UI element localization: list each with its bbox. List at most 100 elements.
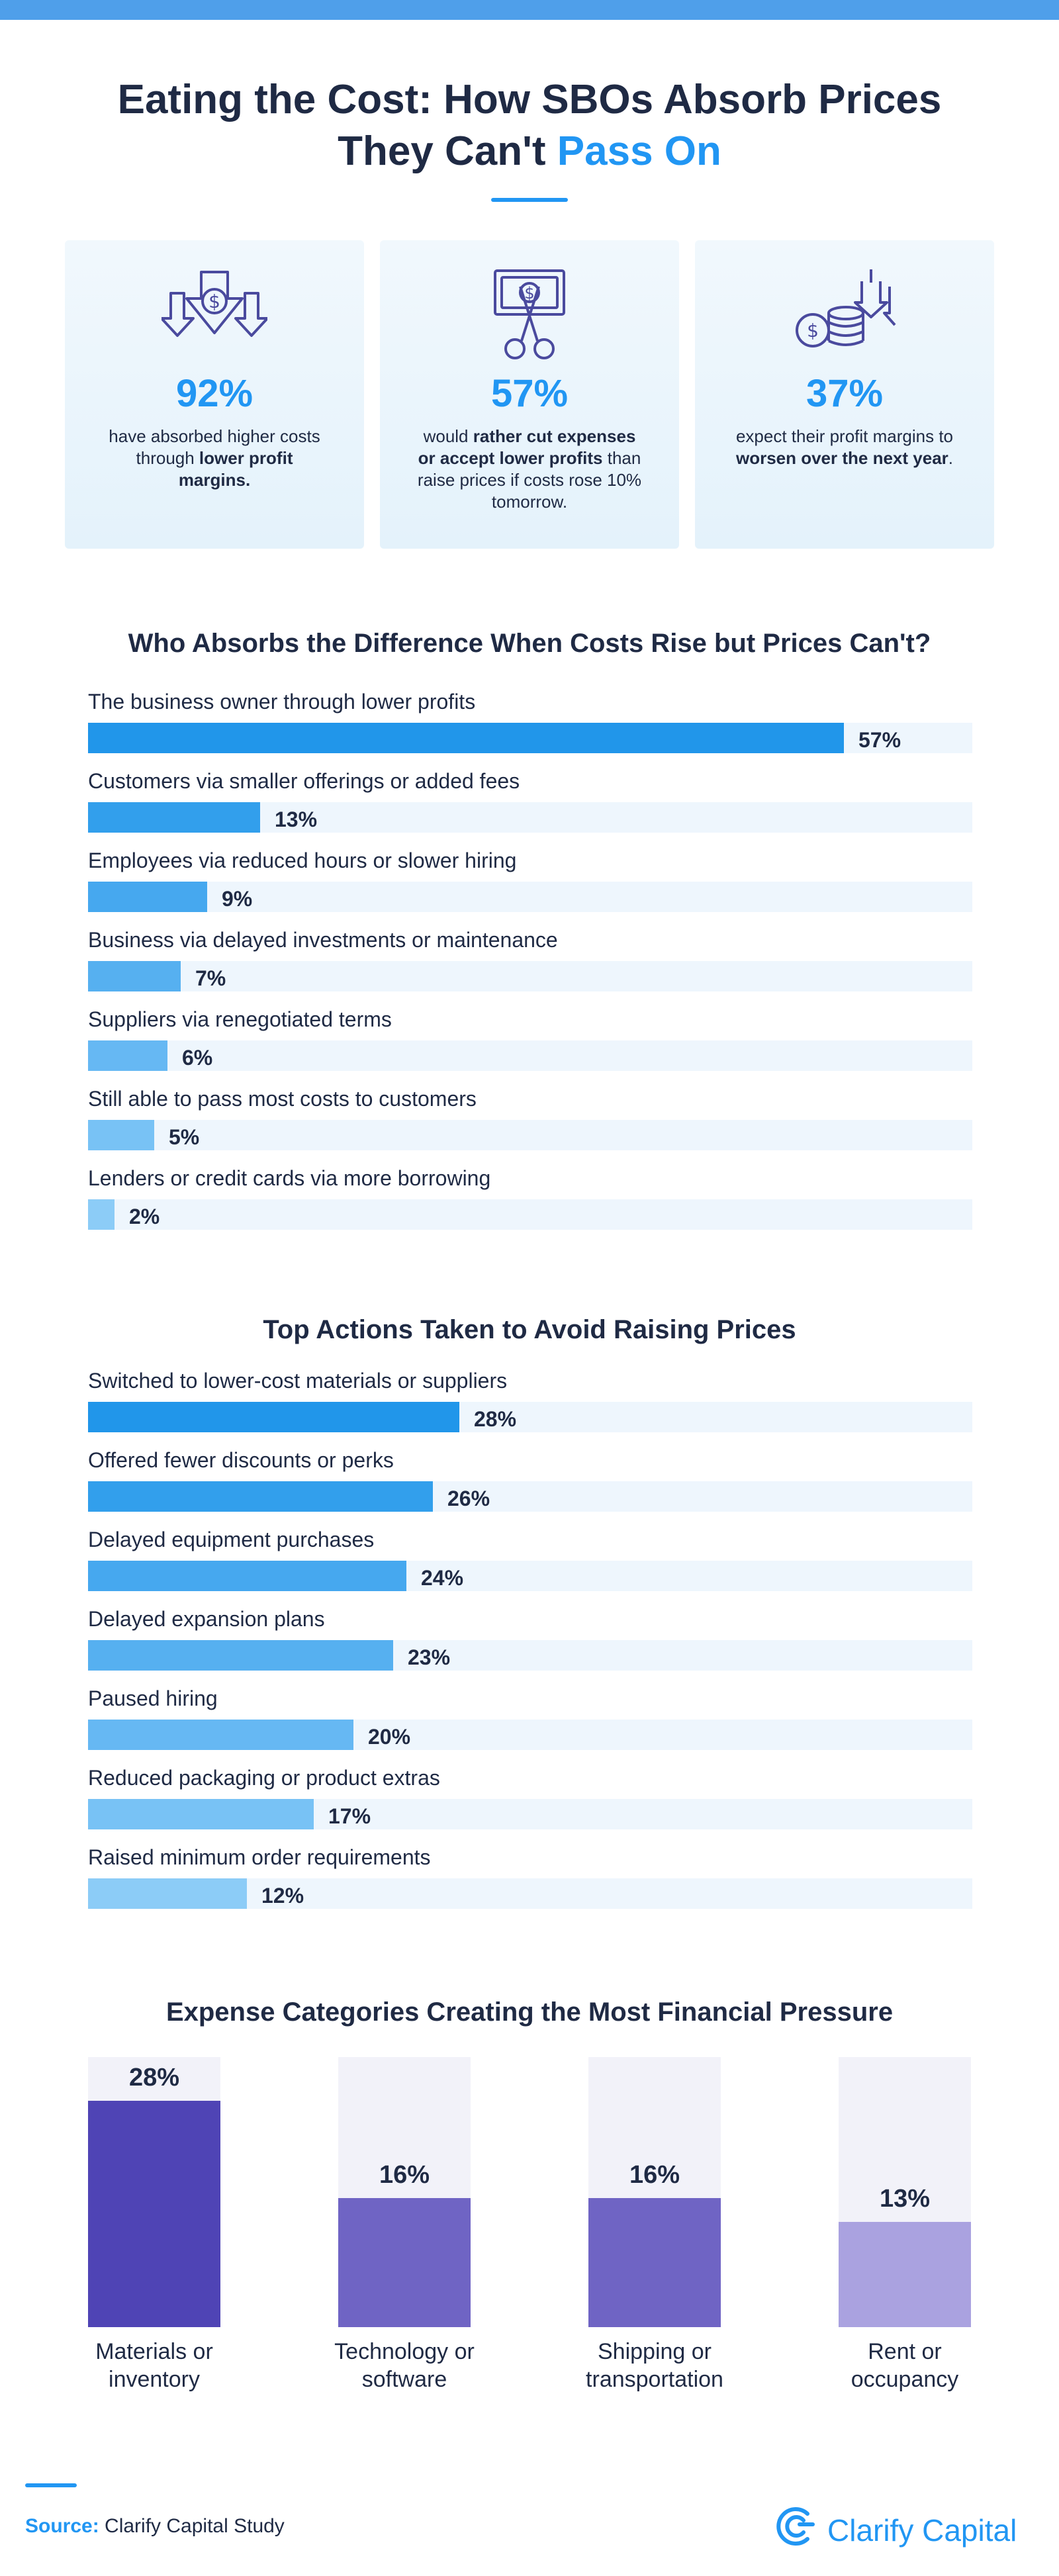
bar-value-label: 24% bbox=[421, 1566, 464, 1590]
desc-text: expect their profit margins to bbox=[735, 426, 954, 446]
bar-value-label: 20% bbox=[368, 1725, 411, 1749]
bar-track bbox=[88, 1878, 972, 1909]
stat-card-57: $ 57% would rather cut expenses or accep… bbox=[380, 240, 679, 549]
bar-row: Delayed expansion plans 23% bbox=[88, 1607, 972, 1680]
column-category-label: Rent or occupancy bbox=[851, 2339, 959, 2392]
bar bbox=[88, 1640, 393, 1671]
bar bbox=[88, 1561, 406, 1591]
title-line-2-accent: Pass On bbox=[557, 128, 721, 174]
desc-text-end: . bbox=[948, 448, 954, 468]
bar bbox=[88, 802, 260, 833]
bar-track bbox=[88, 961, 972, 991]
svg-text:$: $ bbox=[524, 284, 534, 302]
bar-label: Business via delayed investments or main… bbox=[88, 928, 558, 952]
section-title-who-absorbs: Who Absorbs the Difference When Costs Ri… bbox=[128, 629, 931, 658]
column-value-label: 16% bbox=[629, 2161, 680, 2189]
bar-label: Delayed expansion plans bbox=[88, 1607, 325, 1631]
bar-row: Customers via smaller offerings or added… bbox=[88, 769, 972, 842]
bar-track bbox=[88, 1402, 972, 1432]
bar-value-label: 9% bbox=[222, 887, 253, 911]
bar-track bbox=[88, 1481, 972, 1512]
bar bbox=[88, 723, 844, 753]
column-track bbox=[588, 2057, 721, 2327]
bar-value-label: 26% bbox=[447, 1487, 490, 1510]
svg-text:$: $ bbox=[208, 291, 220, 312]
bar-row: Still able to pass most costs to custome… bbox=[88, 1087, 972, 1160]
scissors-cash-icon: $ bbox=[494, 269, 565, 359]
bar-value-label: 57% bbox=[858, 728, 901, 752]
source-line: Source: Clarify Capital Study bbox=[25, 2515, 285, 2538]
column-track bbox=[839, 2057, 971, 2327]
column-category-label: Shipping or transportation bbox=[586, 2339, 723, 2392]
desc-bold: rather cut expenses or accept lower prof… bbox=[418, 426, 636, 468]
down-arrows-dollar-icon: $ bbox=[161, 271, 267, 337]
column-bar bbox=[588, 2198, 721, 2327]
stat-description: expect their profit margins to worsen ov… bbox=[728, 426, 961, 469]
bar-label: Still able to pass most costs to custome… bbox=[88, 1087, 477, 1111]
stat-percent: 37% bbox=[806, 372, 884, 415]
page-title: Eating the Cost: How SBOs Absorb Prices … bbox=[0, 74, 1059, 177]
bar-label: Suppliers via renegotiated terms bbox=[88, 1007, 392, 1031]
title-line-2-prefix: They Can't bbox=[338, 128, 557, 174]
bar-track bbox=[88, 1120, 972, 1150]
title-line-1: Eating the Cost: How SBOs Absorb Prices bbox=[117, 77, 942, 122]
bar-label: Employees via reduced hours or slower hi… bbox=[88, 849, 517, 872]
column-bar bbox=[839, 2222, 971, 2327]
bar-label: Switched to lower-cost materials or supp… bbox=[88, 1369, 508, 1393]
stat-card-92: $ 92% have absorbed higher costs through… bbox=[65, 240, 364, 549]
bar-label: Lenders or credit cards via more borrowi… bbox=[88, 1166, 491, 1190]
bar-value-label: 28% bbox=[474, 1407, 517, 1431]
desc-text: have absorbed higher costs through bbox=[109, 426, 320, 468]
column-bar bbox=[88, 2101, 220, 2327]
bar bbox=[88, 961, 181, 991]
clarify-logo-icon bbox=[776, 2507, 815, 2546]
coins-down-arrows-icon: $ bbox=[796, 269, 896, 347]
stat-card-37: $ 37% expect their profit margins to wor… bbox=[695, 240, 994, 549]
bar-value-label: 6% bbox=[182, 1046, 213, 1070]
bar-label: Offered fewer discounts or perks bbox=[88, 1448, 394, 1472]
bar-row: The business owner through lower profits… bbox=[88, 690, 972, 762]
bar-value-label: 7% bbox=[195, 966, 226, 990]
source-text: Clarify Capital Study bbox=[99, 2515, 285, 2537]
column-bar bbox=[338, 2198, 471, 2327]
source-label: Source: bbox=[25, 2515, 99, 2537]
bar-track bbox=[88, 1720, 972, 1750]
bar-row: Paused hiring 20% bbox=[88, 1686, 972, 1759]
column-value-label: 28% bbox=[128, 2064, 180, 2092]
bar-row: Raised minimum order requirements 12% bbox=[88, 1845, 972, 1918]
bar-track bbox=[88, 802, 972, 833]
bar bbox=[88, 1040, 167, 1071]
stat-description: have absorbed higher costs through lower… bbox=[98, 426, 331, 491]
bar bbox=[88, 1878, 247, 1909]
bar-label: Customers via smaller offerings or added… bbox=[88, 769, 520, 793]
brand-name: Clarify Capital bbox=[827, 2513, 1017, 2548]
bar-track bbox=[88, 1799, 972, 1829]
bar-track bbox=[88, 1561, 972, 1591]
bar-track bbox=[88, 1640, 972, 1671]
column-track bbox=[338, 2057, 471, 2327]
bar-value-label: 17% bbox=[328, 1804, 371, 1828]
footer-rule bbox=[25, 2483, 77, 2487]
bar-value-label: 5% bbox=[169, 1125, 200, 1149]
bar-row: Reduced packaging or product extras 17% bbox=[88, 1766, 972, 1839]
bar-row: Switched to lower-cost materials or supp… bbox=[88, 1369, 972, 1442]
bar-row: Offered fewer discounts or perks 26% bbox=[88, 1448, 972, 1521]
bar bbox=[88, 1120, 154, 1150]
bar-track bbox=[88, 1199, 972, 1230]
stat-percent: 57% bbox=[490, 372, 569, 415]
desc-bold: lower profit margins. bbox=[178, 448, 293, 490]
bar-track bbox=[88, 882, 972, 912]
svg-text:$: $ bbox=[807, 320, 819, 342]
bar-track bbox=[88, 723, 972, 753]
column-track bbox=[88, 2057, 220, 2327]
bar-value-label: 2% bbox=[129, 1205, 160, 1228]
section-title-top-actions: Top Actions Taken to Avoid Raising Price… bbox=[263, 1315, 796, 1344]
bar bbox=[88, 882, 207, 912]
stat-percent: 92% bbox=[175, 372, 253, 415]
bar-label: Raised minimum order requirements bbox=[88, 1845, 431, 1869]
bar-row: Suppliers via renegotiated terms 6% bbox=[88, 1007, 972, 1080]
bar-row: Business via delayed investments or main… bbox=[88, 928, 972, 1001]
desc-text: would bbox=[423, 426, 473, 446]
column-value-label: 13% bbox=[879, 2185, 931, 2213]
section-title-expense-categories: Expense Categories Creating the Most Fin… bbox=[165, 1998, 894, 2027]
